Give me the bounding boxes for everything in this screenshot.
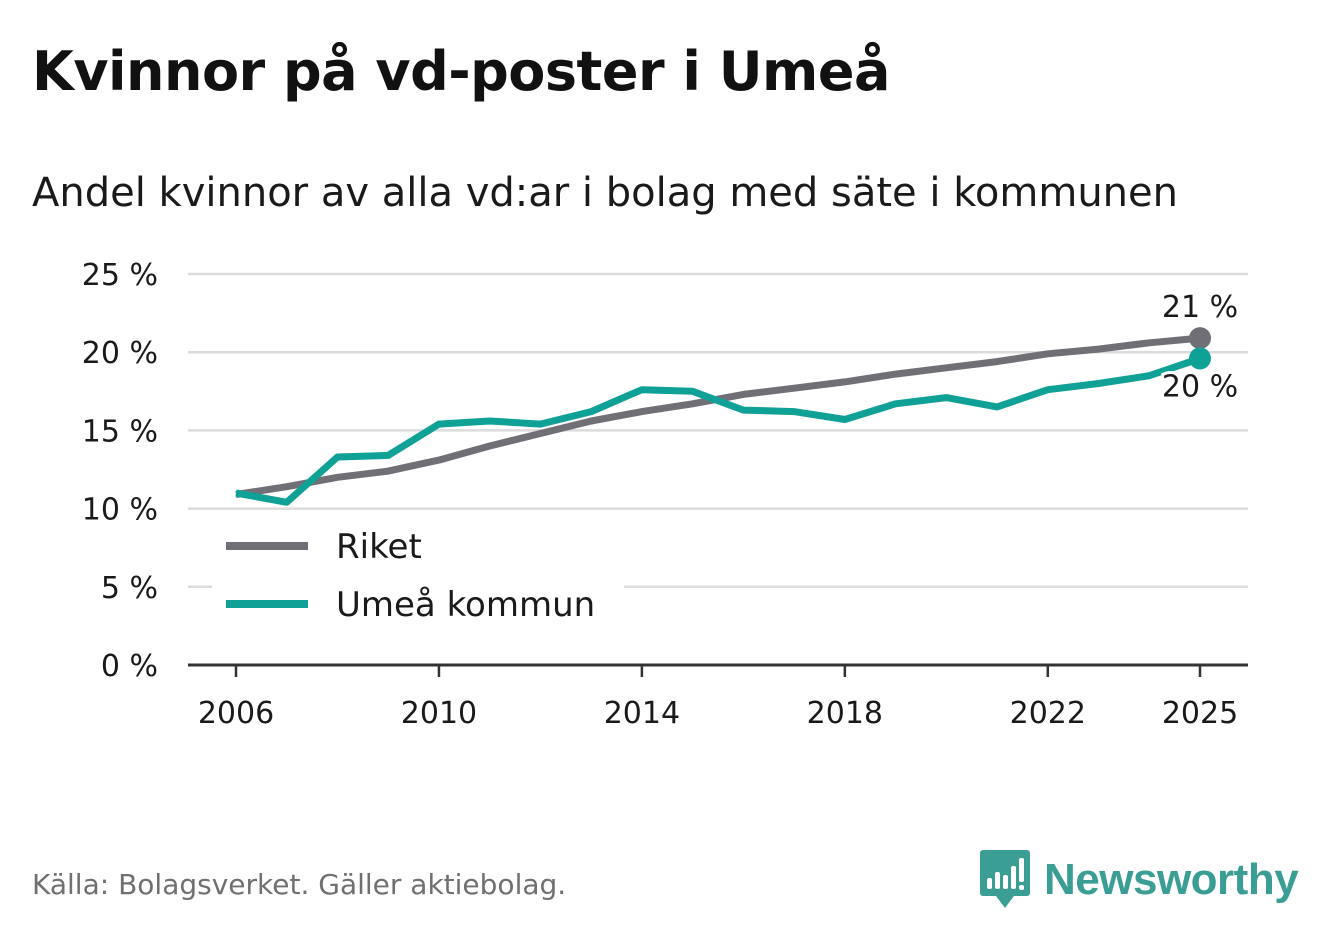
y-tick-label: 10 % [82, 493, 158, 528]
x-tick-label: 2006 [198, 696, 274, 731]
end-marker-riket [1189, 327, 1211, 350]
chart-title: Kvinnor på vd-poster i Umeå [32, 40, 890, 103]
brand-logo: Newsworthy [980, 850, 1299, 910]
end-label-umea: 20 % [1162, 369, 1238, 404]
legend-label-riket: Riket [336, 527, 422, 567]
series-line-umea [235, 355, 1202, 506]
x-tick-label: 2010 [401, 696, 477, 731]
y-tick-label: 15 % [82, 414, 158, 449]
end-label-riket: 21 % [1162, 290, 1238, 325]
series-line-riket [235, 334, 1201, 498]
chart-subtitle: Andel kvinnor av alla vd:ar i bolag med … [32, 170, 1178, 216]
source-note: Källa: Bolagsverket. Gäller aktiebolag. [32, 868, 567, 901]
newsworthy-logo-icon [980, 850, 1030, 908]
legend-background [212, 522, 624, 630]
legend-label-umea: Umeå kommun [336, 585, 595, 625]
y-tick-label: 5 % [101, 571, 158, 606]
end-marker-umea [1189, 347, 1211, 370]
x-tick-label: 2022 [1010, 696, 1086, 731]
x-tick-label: 2018 [807, 696, 883, 731]
y-tick-label: 20 % [82, 336, 158, 371]
brand-name: Newsworthy [1044, 855, 1299, 904]
y-tick-label: 25 % [82, 258, 158, 293]
y-tick-label: 0 % [101, 649, 158, 684]
x-tick-label: 2025 [1162, 696, 1238, 731]
x-tick-label: 2014 [604, 696, 680, 731]
